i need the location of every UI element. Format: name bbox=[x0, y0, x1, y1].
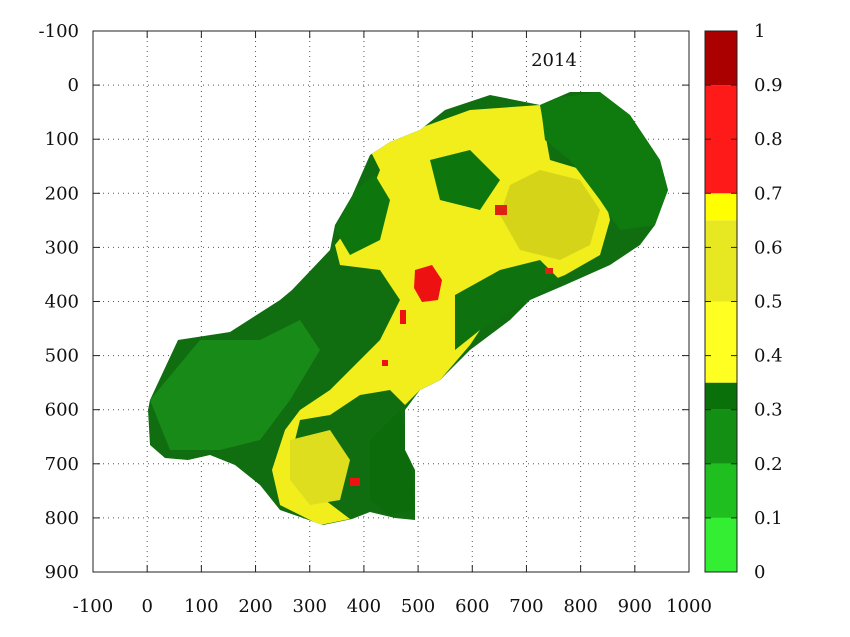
x-tick-label: 800 bbox=[563, 596, 597, 617]
colorbar-band bbox=[705, 31, 737, 85]
colorbar-band bbox=[705, 193, 737, 220]
colorbar-tick-label: 0.6 bbox=[754, 237, 783, 258]
colorbar-tick-label: 1 bbox=[754, 21, 765, 42]
y-tick-label: -100 bbox=[39, 21, 79, 42]
colorbar-band bbox=[705, 302, 737, 383]
y-tick-label: 400 bbox=[45, 292, 79, 313]
y-tick-label: 600 bbox=[45, 400, 79, 421]
x-tick-label: 1000 bbox=[666, 596, 712, 617]
colorbar-tick-label: 0.9 bbox=[754, 75, 783, 96]
colorbar-tick-label: 0.2 bbox=[754, 454, 783, 475]
y-tick-label: 100 bbox=[45, 129, 79, 150]
colorbar-band bbox=[705, 410, 737, 464]
zone-red-spot bbox=[495, 205, 507, 215]
colorbar-tick-label: 0.7 bbox=[754, 183, 783, 204]
colorbar-tick-label: 0.1 bbox=[754, 508, 783, 529]
x-tick-label: 400 bbox=[347, 596, 381, 617]
x-tick-label: 200 bbox=[238, 596, 272, 617]
colorbar-tick-label: 0.3 bbox=[754, 400, 783, 421]
year-label: 2014 bbox=[531, 50, 577, 71]
colorbar-tick-label: 0.5 bbox=[754, 292, 783, 313]
zone-red-spot bbox=[382, 360, 388, 366]
colorbar-band bbox=[705, 220, 737, 301]
y-tick-label: 500 bbox=[45, 346, 79, 367]
y-tick-label: 0 bbox=[68, 75, 79, 96]
zone-red-spot bbox=[545, 268, 553, 274]
colorbar-band bbox=[705, 383, 737, 410]
x-tick-label: 600 bbox=[455, 596, 489, 617]
colorbar-tick-label: 0.4 bbox=[754, 346, 783, 367]
x-tick-label: 300 bbox=[293, 596, 327, 617]
x-tick-label: -100 bbox=[73, 596, 113, 617]
colorbar: 0 0.1 0.2 0.3 0.4 0.5 0.6 0.7 0.8 0.9 1 bbox=[705, 21, 783, 583]
y-tick-label: 800 bbox=[45, 508, 79, 529]
y-tick-label: 200 bbox=[45, 183, 79, 204]
x-tick-label: 0 bbox=[141, 596, 152, 617]
colorbar-tick-label: 0 bbox=[754, 562, 765, 583]
zone-red-spot bbox=[350, 478, 360, 486]
y-tick-label: 700 bbox=[45, 454, 79, 475]
x-tick-label: 100 bbox=[184, 596, 218, 617]
colorbar-tick-label: 0.8 bbox=[754, 129, 783, 150]
x-tick-label: 700 bbox=[509, 596, 543, 617]
y-tick-label: 300 bbox=[45, 237, 79, 258]
colorbar-band bbox=[705, 518, 737, 572]
x-tick-label: 900 bbox=[618, 596, 652, 617]
y-tick-label: 900 bbox=[45, 562, 79, 583]
zone-red-spot bbox=[400, 310, 406, 324]
colorbar-band bbox=[705, 464, 737, 518]
x-tick-label: 500 bbox=[401, 596, 435, 617]
